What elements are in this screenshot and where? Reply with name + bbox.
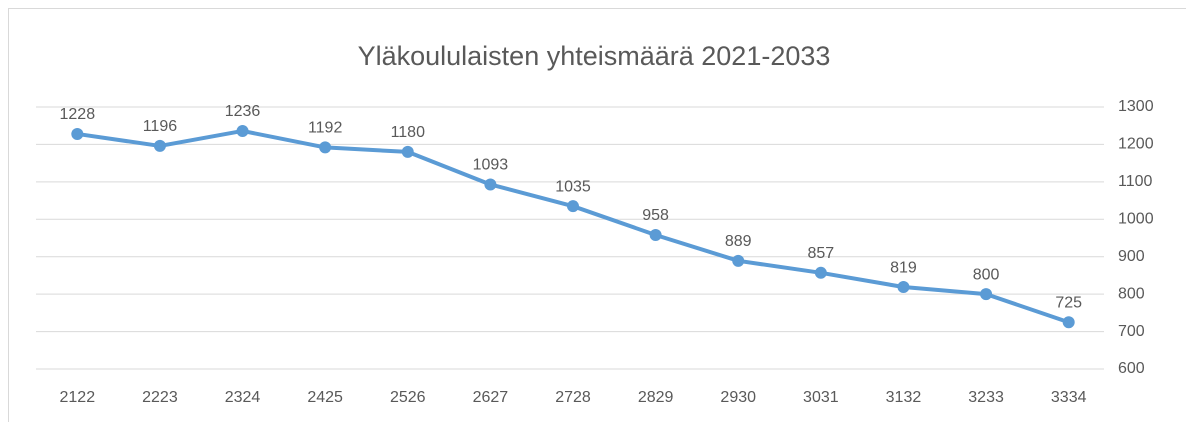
point [153, 139, 166, 152]
point [897, 281, 910, 294]
y-tick-label: 1200 [1118, 136, 1154, 153]
y-tick-label: 1300 [1118, 98, 1154, 115]
data-label: 958 [642, 207, 669, 224]
data-label: 725 [1055, 294, 1082, 311]
x-tick-label: 2324 [225, 389, 261, 406]
point [236, 124, 249, 137]
y-tick-label: 1000 [1118, 211, 1154, 228]
chart-frame [8, 8, 1186, 422]
point [484, 178, 497, 191]
data-label: 1236 [225, 103, 261, 120]
data-label: 1228 [60, 106, 96, 123]
data-label: 800 [973, 266, 1000, 283]
x-tick-label: 2223 [142, 389, 178, 406]
x-tick-label: 3132 [886, 389, 922, 406]
line-series [77, 128, 1070, 325]
point [814, 266, 827, 279]
y-tick-label: 800 [1118, 285, 1145, 302]
x-tick-label: 2425 [307, 389, 343, 406]
y-tick-label: 900 [1118, 248, 1145, 265]
x-tick-label: 2627 [473, 389, 509, 406]
data-label: 1093 [473, 157, 509, 174]
data-label: 1192 [308, 120, 343, 137]
point [319, 141, 332, 154]
x-tick-label: 2122 [60, 389, 96, 406]
data-label: 819 [890, 259, 917, 276]
y-tick-label: 700 [1118, 323, 1145, 340]
chart-title: Yläkoululaisten yhteismäärä 2021-2033 [358, 41, 831, 71]
x-tick-label: 2930 [720, 389, 756, 406]
x-tick-label: 3334 [1051, 389, 1087, 406]
point [732, 254, 745, 267]
x-tick-label: 2526 [390, 389, 426, 406]
point [1062, 316, 1075, 329]
data-label: 889 [725, 233, 752, 250]
data-label: 1180 [391, 124, 426, 141]
point [567, 200, 579, 213]
point [71, 127, 84, 140]
data-label: 857 [807, 245, 834, 262]
y-tick-label: 1100 [1118, 173, 1153, 190]
data-label: 1035 [555, 178, 591, 195]
x-tick-label: 3031 [803, 389, 839, 406]
point [401, 145, 414, 158]
x-tick-label: 2829 [638, 389, 674, 406]
y-tick-label: 600 [1118, 360, 1145, 377]
data-label: 1196 [143, 118, 178, 135]
point [980, 288, 993, 301]
x-tick-label: 3233 [968, 389, 1004, 406]
x-tick-label: 2728 [555, 389, 591, 406]
point [649, 229, 662, 242]
